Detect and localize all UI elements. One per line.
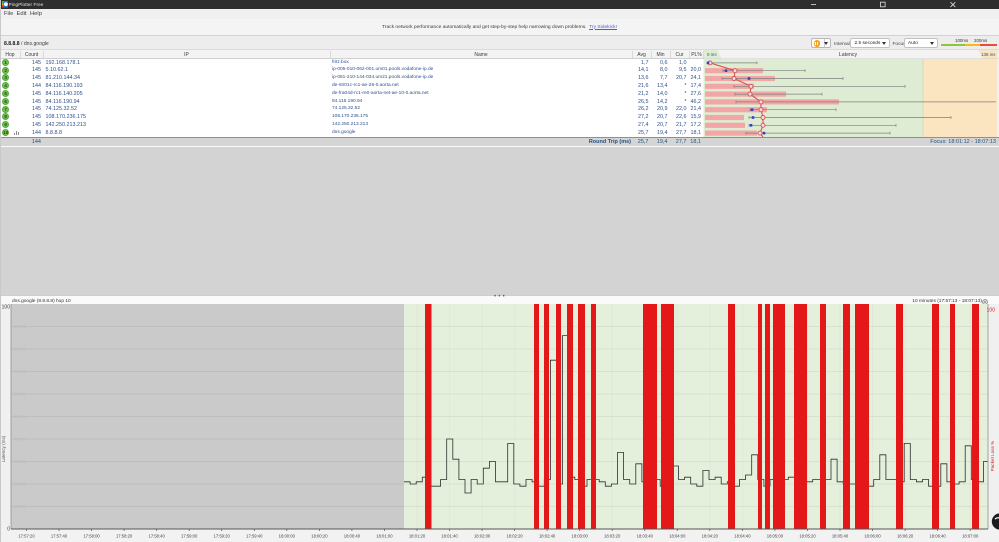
svg-text:18:06:00: 18:06:00 <box>864 533 881 538</box>
svg-text:50 ms: 50 ms <box>14 414 26 419</box>
svg-text:17:59:40: 17:59:40 <box>246 533 263 538</box>
svg-text:17:59:00: 17:59:00 <box>181 533 198 538</box>
svg-text:17:58:20: 17:58:20 <box>116 533 133 538</box>
svg-text:100: 100 <box>2 304 11 310</box>
svg-text:90 ms: 90 ms <box>14 324 26 329</box>
svg-text:18:04:00: 18:04:00 <box>669 533 686 538</box>
svg-text:18:01:00: 18:01:00 <box>376 533 393 538</box>
svg-text:18:03:40: 18:03:40 <box>637 533 654 538</box>
svg-text:18:06:20: 18:06:20 <box>897 533 914 538</box>
svg-text:17:57:40: 17:57:40 <box>51 533 68 538</box>
svg-text:70 ms: 70 ms <box>14 369 26 374</box>
svg-text:18:05:20: 18:05:20 <box>799 533 816 538</box>
svg-text:18:02:20: 18:02:20 <box>506 533 523 538</box>
svg-text:18:02:00: 18:02:00 <box>474 533 491 538</box>
svg-text:18:06:40: 18:06:40 <box>929 533 946 538</box>
svg-text:18:01:20: 18:01:20 <box>409 533 426 538</box>
svg-text:100: 100 <box>987 307 996 313</box>
svg-text:17:59:20: 17:59:20 <box>214 533 231 538</box>
svg-text:Packet Loss %: Packet Loss % <box>990 440 995 470</box>
svg-text:Latency (ms): Latency (ms) <box>1 435 6 462</box>
svg-text:18:05:00: 18:05:00 <box>767 533 784 538</box>
svg-text:60 ms: 60 ms <box>14 391 26 396</box>
svg-text:17:58:40: 17:58:40 <box>149 533 166 538</box>
svg-text:18:00:40: 18:00:40 <box>344 533 361 538</box>
svg-text:18:07:00: 18:07:00 <box>962 533 979 538</box>
svg-text:30 ms: 30 ms <box>14 459 26 464</box>
svg-text:18:05:40: 18:05:40 <box>832 533 849 538</box>
svg-text:18:03:00: 18:03:00 <box>572 533 589 538</box>
svg-text:0: 0 <box>7 526 10 532</box>
svg-text:0 ms: 0 ms <box>707 52 717 57</box>
svg-text:40 ms: 40 ms <box>14 436 26 441</box>
svg-text:18:04:20: 18:04:20 <box>702 533 719 538</box>
svg-text:17:58:00: 17:58:00 <box>83 533 100 538</box>
svg-text:18:00:00: 18:00:00 <box>279 533 296 538</box>
svg-text:18:00:20: 18:00:20 <box>311 533 328 538</box>
svg-text:20 ms: 20 ms <box>14 481 26 486</box>
svg-text:80 ms: 80 ms <box>14 346 26 351</box>
svg-text:17:57:20: 17:57:20 <box>18 533 35 538</box>
svg-text:18:03:20: 18:03:20 <box>604 533 621 538</box>
svg-text:10 ms: 10 ms <box>14 504 26 509</box>
svg-text:136 ms: 136 ms <box>981 52 996 57</box>
svg-text:18:01:40: 18:01:40 <box>441 533 458 538</box>
svg-text:Latency: Latency <box>838 52 857 58</box>
svg-text:18:02:40: 18:02:40 <box>539 533 556 538</box>
svg-text:18:04:40: 18:04:40 <box>734 533 751 538</box>
